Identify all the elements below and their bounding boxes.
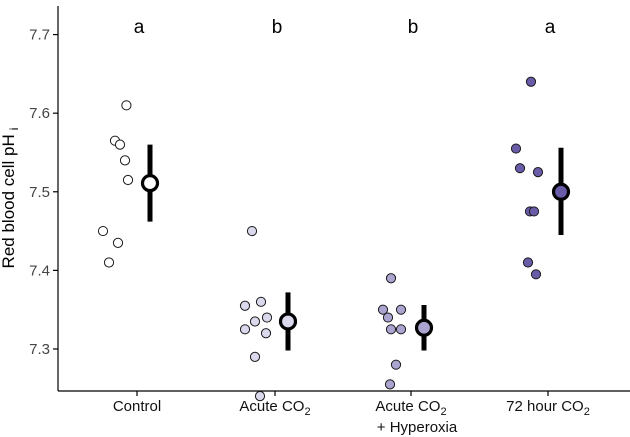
data-point <box>395 324 407 335</box>
x-tick-label-line2: + Hyperoxia <box>377 419 458 436</box>
data-point <box>103 257 115 268</box>
data-point <box>122 174 134 186</box>
significance-letter: a <box>134 17 145 38</box>
data-point <box>249 351 261 362</box>
mean-marker <box>140 174 160 193</box>
x-tick-label: Acute CO2 <box>239 398 310 418</box>
data-point <box>249 316 261 327</box>
data-point <box>121 100 132 111</box>
mean-marker <box>551 182 571 201</box>
mean-marker <box>278 312 298 331</box>
data-point <box>385 273 397 284</box>
data-point <box>246 225 258 237</box>
data-point <box>510 143 522 154</box>
data-point <box>528 206 540 217</box>
x-tick-label: Acute CO2 <box>375 398 446 418</box>
mean-marker <box>414 318 434 337</box>
y-axis-label-subscript: i <box>7 128 21 131</box>
y-tick-label: 7.3 <box>29 341 50 358</box>
data-point <box>395 304 407 315</box>
data-point <box>530 269 542 280</box>
y-ticks: 7.3 7.4 7.5 7.6 7.7 <box>29 27 58 358</box>
y-tick-label: 7.5 <box>29 184 50 201</box>
data-point <box>385 324 397 335</box>
data-point <box>112 237 124 248</box>
data-point <box>514 163 526 174</box>
data-point <box>255 296 267 307</box>
data-point <box>390 359 402 370</box>
data-point <box>384 379 396 390</box>
data-point <box>239 324 251 335</box>
y-tick-label: 7.4 <box>29 262 50 279</box>
y-tick-label: 7.7 <box>29 27 50 44</box>
data-point <box>261 312 273 323</box>
axes <box>57 6 630 392</box>
data-points <box>97 76 544 402</box>
data-point <box>119 155 131 166</box>
significance-letter: b <box>272 17 283 38</box>
data-point <box>382 312 394 323</box>
data-point <box>377 304 389 315</box>
data-point <box>522 257 534 268</box>
mean-markers <box>140 144 571 351</box>
data-point <box>254 391 266 402</box>
y-tick-label: 7.6 <box>29 105 50 122</box>
significance-letter: a <box>545 17 556 38</box>
x-tick-label: Control <box>113 398 161 415</box>
x-tick-label: 72 hour CO2 <box>506 398 590 418</box>
data-point <box>97 225 109 237</box>
data-point <box>260 328 272 339</box>
significance-letter: b <box>408 17 419 38</box>
data-point <box>114 139 126 150</box>
data-point <box>525 76 537 87</box>
data-point <box>239 300 251 311</box>
data-point <box>532 167 544 178</box>
y-axis-label: Red blood cell pHi <box>0 128 21 269</box>
